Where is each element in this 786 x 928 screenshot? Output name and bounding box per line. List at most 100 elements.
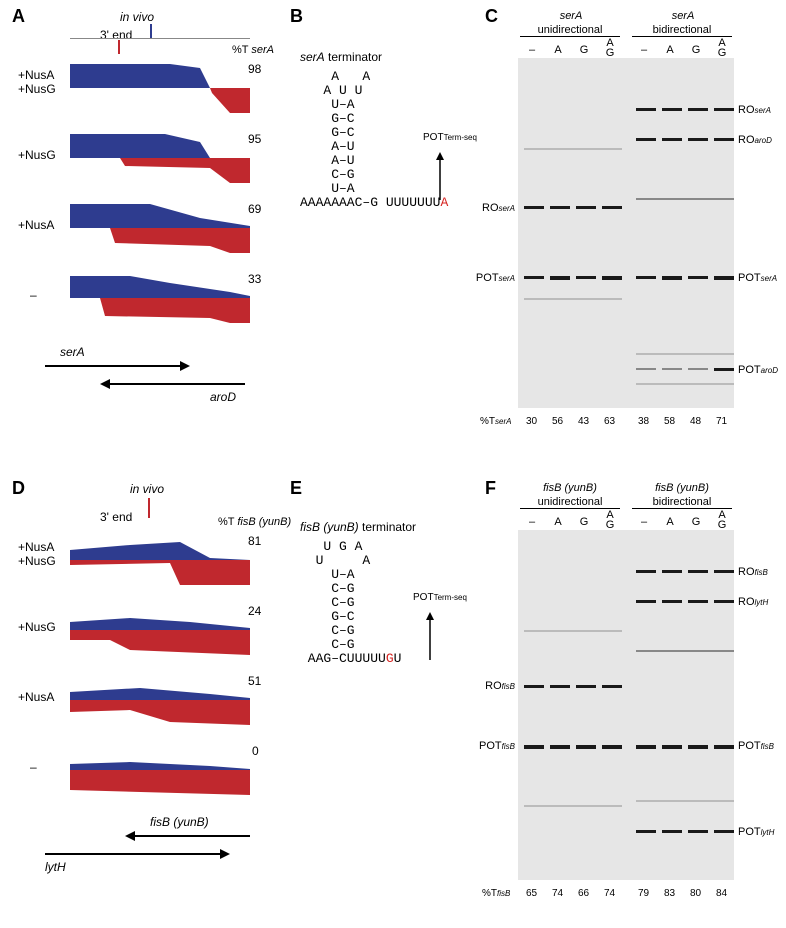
c-pct-1: 30	[526, 416, 537, 427]
row-a4-lbl1: –	[30, 288, 37, 302]
gel-c	[518, 58, 734, 408]
tick-blue-a	[150, 24, 152, 38]
pctT-header-d: %T fisB (yunB)	[218, 516, 291, 528]
c-lane-5: –	[634, 44, 654, 56]
track-d-3	[70, 670, 250, 730]
f-pct-3: 66	[578, 888, 589, 899]
divider-a	[70, 38, 250, 39]
terminator-title-b: serA terminator	[300, 50, 382, 64]
track-a-1	[70, 58, 250, 118]
three-prime-label-a: 3' end	[100, 28, 132, 42]
c-lane-1: –	[522, 44, 542, 56]
c-pct-3: 43	[578, 416, 589, 427]
f-right-POTlytH: POTlytH	[738, 826, 774, 838]
tick-red-d	[148, 498, 150, 518]
f-pct-4: 74	[604, 888, 615, 899]
three-prime-label-d: 3' end	[100, 510, 132, 524]
f-right-ROfisB: ROfisB	[738, 566, 768, 578]
gene-arrows-d	[40, 830, 260, 870]
in-vivo-label-d: in vivo	[130, 482, 164, 496]
pot-label-e: POTTerm-seq	[413, 592, 467, 603]
c-pct-2: 56	[552, 416, 563, 427]
row-d4-lbl1: –	[30, 760, 37, 774]
gel-f	[518, 530, 734, 880]
f-lane-2: A	[548, 516, 568, 528]
terminator-title-e: fisB (yunB) terminator	[300, 520, 416, 534]
c-lane-6: A	[660, 44, 680, 56]
row-a1-lbl2: +NusG	[18, 82, 56, 96]
track-d-2	[70, 600, 250, 660]
c-pct-label: %TserA	[480, 416, 511, 427]
gene-fisB: fisB (yunB)	[150, 815, 209, 829]
terminator-structure-e: U G A U A U–A C–G C–G G–C C–G C–G AAG–CU…	[300, 540, 401, 666]
track-a-2	[70, 128, 250, 188]
f-uni-sub: unidirectional	[520, 496, 620, 509]
c-right-POTaroD: POTaroD	[738, 364, 778, 376]
in-vivo-label-a: in vivo	[120, 10, 154, 24]
c-lane-2: A	[548, 44, 568, 56]
f-right-ROlytH: ROlytH	[738, 596, 768, 608]
pot-label-b: POTTerm-seq	[423, 132, 477, 143]
track-d-1	[70, 530, 250, 590]
pctT-header-a: %T serA	[232, 44, 274, 56]
c-bi-sub: bidirectional	[632, 24, 732, 37]
f-pct-8: 84	[716, 888, 727, 899]
arrow-b	[430, 150, 450, 200]
f-pct-7: 80	[690, 888, 701, 899]
c-left-ROserA: ROserA	[470, 202, 515, 214]
panel-letter-b: B	[290, 6, 303, 27]
track-a-3	[70, 198, 250, 258]
f-lane-5: –	[634, 516, 654, 528]
row-d2-lbl1: +NusG	[18, 620, 56, 634]
f-lane-3: G	[574, 516, 594, 528]
f-lane-7: G	[686, 516, 706, 528]
c-pct-8: 71	[716, 416, 727, 427]
c-uni-gene: serA	[526, 10, 616, 22]
tick-red-a	[118, 40, 120, 54]
f-bi-sub: bidirectional	[632, 496, 732, 509]
f-uni-gene: fisB (yunB)	[520, 482, 620, 494]
c-right-POTserA: POTserA	[738, 272, 777, 284]
f-lane-4: AG	[600, 510, 620, 530]
row-d1-pct: 81	[248, 534, 261, 548]
track-d-4	[70, 740, 250, 800]
panel-letter-c: C	[485, 6, 498, 27]
gene-lytH: lytH	[45, 860, 66, 874]
f-pct-label: %TfisB	[482, 888, 510, 899]
arrow-e	[420, 610, 440, 660]
f-bi-gene: fisB (yunB)	[632, 482, 732, 494]
c-pct-4: 63	[604, 416, 615, 427]
row-d3-pct: 51	[248, 674, 261, 688]
f-pct-5: 79	[638, 888, 649, 899]
row-a3-lbl1: +NusA	[18, 218, 54, 232]
track-a-4	[70, 268, 250, 328]
row-a2-pct: 95	[248, 132, 261, 146]
f-left-POTfisB: POTfisB	[464, 740, 515, 752]
panel-letter-f: F	[485, 478, 496, 499]
f-left-ROfisB: ROfisB	[472, 680, 515, 692]
c-right-ROserA: ROserA	[738, 104, 771, 116]
c-pct-7: 48	[690, 416, 701, 427]
c-right-ROaroD: ROaroD	[738, 134, 772, 146]
row-a2-lbl1: +NusG	[18, 148, 56, 162]
c-left-POTserA: POTserA	[462, 272, 515, 284]
f-right-POTfisB: POTfisB	[738, 740, 774, 752]
row-d4-pct: 0	[252, 744, 259, 758]
panel-letter-e: E	[290, 478, 302, 499]
gene-aroD: aroD	[210, 390, 236, 404]
c-lane-4: AG	[600, 38, 620, 58]
row-a1-lbl1: +NusA	[18, 68, 54, 82]
panel-letter-d: D	[12, 478, 25, 499]
row-d3-lbl1: +NusA	[18, 690, 54, 704]
c-pct-5: 38	[638, 416, 649, 427]
f-lane-1: –	[522, 516, 542, 528]
c-pct-6: 58	[664, 416, 675, 427]
row-d2-pct: 24	[248, 604, 261, 618]
c-uni-sub: unidirectional	[520, 24, 620, 37]
gene-serA: serA	[60, 345, 85, 359]
c-lane-8: AG	[712, 38, 732, 58]
row-a1-pct: 98	[248, 62, 261, 76]
c-bi-gene: serA	[638, 10, 728, 22]
row-a4-pct: 33	[248, 272, 261, 286]
row-a3-pct: 69	[248, 202, 261, 216]
